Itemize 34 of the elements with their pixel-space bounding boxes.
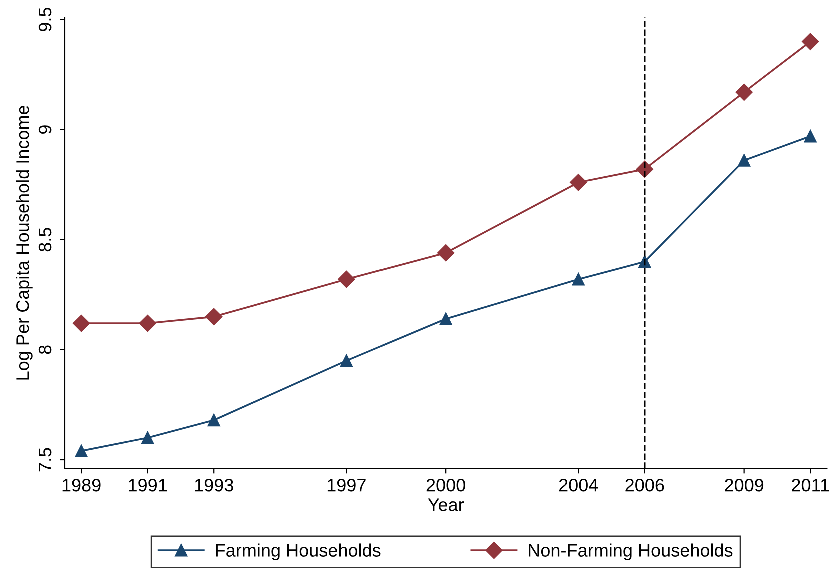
point: [738, 154, 751, 167]
x-tick-label: 2011: [792, 479, 830, 492]
x-tick-label: 2009: [725, 479, 764, 492]
point: [440, 312, 452, 326]
point: [139, 314, 156, 332]
y-tick-label: 7.5: [39, 448, 52, 472]
point: [142, 432, 154, 444]
point: [804, 130, 817, 143]
point: [72, 314, 90, 332]
legend-label: Non-Farming Households: [529, 544, 733, 561]
y-tick-label: 9.5: [38, 8, 52, 32]
legend-label: Farming Households: [216, 544, 381, 561]
point: [438, 244, 455, 262]
point: [736, 84, 753, 101]
y-tick-label: 9: [38, 126, 52, 134]
point: [75, 444, 88, 458]
x-tick-label: 1989: [62, 479, 101, 492]
point: [570, 174, 588, 192]
x-tick-label: 1997: [328, 479, 366, 492]
x-tick-label: 2006: [626, 479, 664, 492]
y-tick-label: 8: [38, 346, 52, 354]
x-tick-label: 2000: [426, 479, 466, 492]
point: [340, 354, 353, 368]
y-tick-label: 8.5: [38, 228, 52, 252]
point: [206, 308, 223, 326]
x-tick-label: 1991: [129, 479, 168, 492]
point: [208, 414, 220, 427]
x-axis-title: Year: [428, 498, 464, 512]
y-axis-title: Log Per Capita Household Income: [16, 106, 33, 380]
point: [802, 33, 820, 50]
point: [572, 273, 585, 286]
point: [338, 270, 356, 288]
x-tick-label: 1993: [195, 479, 234, 492]
x-tick-label: 2004: [559, 479, 598, 492]
